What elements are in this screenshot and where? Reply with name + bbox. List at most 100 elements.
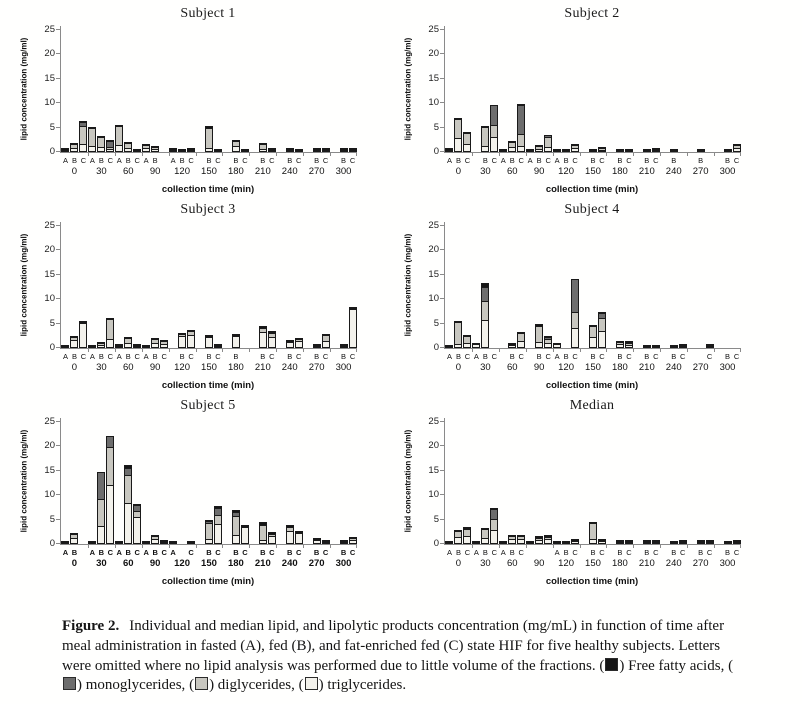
x-axis-letter: C xyxy=(107,156,114,165)
stacked-bar-B xyxy=(669,149,678,152)
bar-segment-tg xyxy=(562,150,571,152)
x-axis-letter xyxy=(160,156,169,165)
bar-group-150min xyxy=(580,418,607,544)
x-axis-letter: B xyxy=(509,156,515,165)
y-tick-mark xyxy=(440,445,444,447)
bar-group-120min xyxy=(553,26,580,152)
bar-group-180min xyxy=(222,418,249,544)
y-tick-mark xyxy=(56,77,60,79)
stacked-bar-B xyxy=(669,345,678,348)
stacked-bar-C xyxy=(294,338,303,348)
x-axis-letter: C xyxy=(626,352,632,361)
x-axis-letter: A xyxy=(143,352,149,361)
bar-segment-dg xyxy=(481,301,490,321)
bar-segment-tg xyxy=(535,540,544,544)
chart-panel-subject-2: Subject 2 lipid concentration (mg/ml) 0 5 10… xyxy=(398,6,790,198)
x-axis-letter: A xyxy=(170,548,176,557)
bar-group-90min xyxy=(142,418,169,544)
stacked-bar-C xyxy=(187,541,196,544)
bar-segment-dg xyxy=(124,475,133,504)
y-tick-mark xyxy=(56,543,60,544)
y-tick-label: 0 xyxy=(433,342,439,353)
x-axis-letter: B xyxy=(206,352,212,361)
x-axis-letter: B xyxy=(71,352,77,361)
x-axis-letter: B xyxy=(671,548,677,557)
bar-segment-dg xyxy=(258,525,267,541)
x-tick-mark xyxy=(714,349,716,352)
x-tick-mark xyxy=(168,545,170,548)
x-tick-mark xyxy=(687,545,689,548)
x-axis-letter: B xyxy=(287,156,293,165)
x-axis-letter: C xyxy=(269,548,275,557)
bar-segment-mg xyxy=(571,279,580,313)
x-tick-mark xyxy=(525,545,527,548)
stacked-bar-C xyxy=(678,344,687,348)
x-axis-letter: B xyxy=(313,548,320,557)
bar-group-270min xyxy=(687,418,714,544)
x-axis-letter: C xyxy=(626,156,632,165)
x-axis-letter: C xyxy=(107,548,114,557)
y-tick-label: 15 xyxy=(44,464,55,476)
stacked-bar-A xyxy=(115,344,124,348)
y-tick-label: 15 xyxy=(428,72,439,84)
x-axis-letter: B xyxy=(455,352,461,361)
x-axis-letter: B xyxy=(287,352,293,361)
stacked-bar-C xyxy=(106,436,115,544)
stacked-bar-C xyxy=(732,540,741,544)
stacked-bar-C xyxy=(267,148,276,152)
x-axis-letter: B xyxy=(260,548,266,557)
stacked-bar-A xyxy=(445,345,454,348)
stacked-bar-C xyxy=(348,307,357,348)
bar-group-150min xyxy=(196,222,223,348)
y-tick-label: 5 xyxy=(49,121,55,133)
x-time-label: 60 xyxy=(122,558,134,569)
x-axis-letter xyxy=(249,352,258,361)
x-axis-letter xyxy=(633,548,642,557)
bar-segment-tg xyxy=(597,541,606,544)
chart-title: Subject 5 xyxy=(180,398,236,413)
x-axis-letter: A xyxy=(554,352,560,361)
x-axis-letter: C xyxy=(572,156,578,165)
stacked-bar-B xyxy=(642,540,651,544)
y-tick-mark xyxy=(56,518,60,520)
bar-segment-tg xyxy=(499,150,508,152)
bar-segment-tg xyxy=(472,344,481,348)
bar-segment-tg xyxy=(651,150,660,152)
x-time-label: 30 xyxy=(480,558,491,569)
bar-segment-tg xyxy=(151,539,160,544)
stacked-bar-C xyxy=(160,540,169,544)
y-tick-mark xyxy=(440,518,444,520)
x-time-label: 120 xyxy=(558,166,574,177)
x-axis-letter: C xyxy=(242,156,248,165)
x-axis-letter: A xyxy=(62,352,68,361)
x-axis-letter: C xyxy=(188,548,194,557)
stacked-bar-C xyxy=(597,539,606,544)
x-letters-row: B xyxy=(687,156,714,165)
y-tick-mark xyxy=(440,347,444,348)
figure-caption-legend: () Free fatty acids, () monoglycerides, … xyxy=(62,657,733,693)
x-axis-title: collection time (min) xyxy=(545,184,639,195)
y-tick-mark xyxy=(440,126,444,128)
bar-group-30min xyxy=(472,222,499,348)
x-axis-letter xyxy=(580,156,589,165)
x-axis-letter: C xyxy=(491,548,498,557)
stacked-bar-B xyxy=(70,143,79,152)
y-axis-label: lipid concentration (mg/ml) xyxy=(19,37,29,141)
stacked-bar-B xyxy=(696,540,705,544)
bar-segment-tg xyxy=(597,150,606,152)
bar-segment-tg xyxy=(571,541,580,544)
stacked-bar-B xyxy=(615,149,624,152)
bar-segment-tg xyxy=(187,335,196,348)
x-axis-letter: C xyxy=(322,156,329,165)
